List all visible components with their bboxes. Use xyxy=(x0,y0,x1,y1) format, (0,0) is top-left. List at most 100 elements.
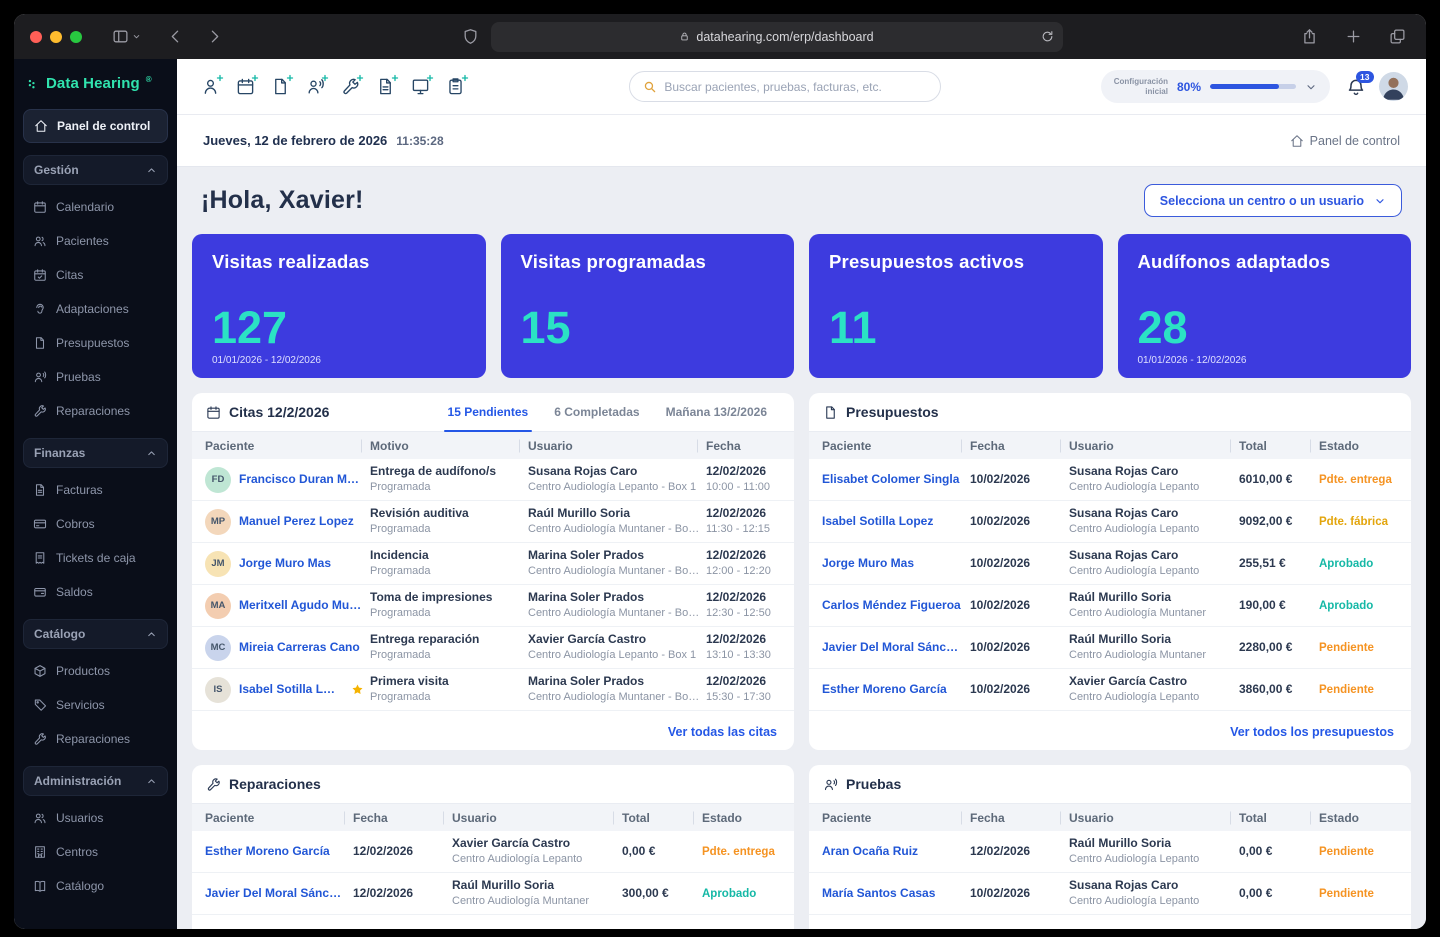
table-row[interactable]: Jorge Muro Mas 10/02/2026 Susana Rojas C… xyxy=(809,543,1411,585)
tab-pendientes[interactable]: 15 Pendientes xyxy=(435,393,542,432)
patient-link[interactable]: Mireia Carreras Cano xyxy=(239,640,360,655)
kpi-visitas-programadas[interactable]: Visitas programadas 15 xyxy=(500,234,794,378)
tab-completadas[interactable]: 6 Completadas xyxy=(541,393,652,431)
tab-overview-button[interactable] xyxy=(1385,24,1410,49)
setup-progress-percent: 80% xyxy=(1176,79,1201,94)
add-repair-button[interactable] xyxy=(335,72,365,102)
sidebar-item-cobros[interactable]: Cobros xyxy=(23,509,168,539)
table-row[interactable]: Carlos Méndez Figueroa 10/02/2026 Raúl M… xyxy=(809,585,1411,627)
sidebar-section-gestion[interactable]: Gestión xyxy=(23,155,168,185)
sidebar-item-reparaciones[interactable]: Reparaciones xyxy=(23,396,168,426)
progress-fill xyxy=(1210,84,1279,89)
center-user-selector[interactable]: Selecciona un centro o un usuario xyxy=(1143,184,1402,217)
add-appointment-button[interactable] xyxy=(230,72,260,102)
add-task-button[interactable] xyxy=(440,72,470,102)
sidebar-item-adaptaciones[interactable]: Adaptaciones xyxy=(23,294,168,324)
table-row[interactable]: Esther Moreno García 10/02/2026 Xavier G… xyxy=(809,669,1411,711)
patient-link[interactable]: Francisco Duran Martín xyxy=(239,472,364,487)
date-bar: Jueves, 12 de febrero de 2026 11:35:28 P… xyxy=(177,115,1426,167)
table-row[interactable]: Isabel Sotilla Lopez 10/02/2026 Susana R… xyxy=(809,501,1411,543)
add-patient-button[interactable] xyxy=(195,72,225,102)
setup-progress[interactable]: Configuración inicial 80% xyxy=(1100,70,1330,103)
table-row[interactable]: Aran Ocaña Ruiz 12/02/2026 Raúl Murillo … xyxy=(809,831,1411,873)
table-row[interactable]: Javier Del Moral Sánchez 10/02/2026 Raúl… xyxy=(809,627,1411,669)
privacy-shield-icon[interactable] xyxy=(462,28,479,45)
patient-link[interactable]: Carlos Méndez Figueroa xyxy=(822,598,961,613)
patient-link[interactable]: Meritxell Agudo Muñoz xyxy=(239,598,364,613)
add-cash-ticket-button[interactable] xyxy=(405,72,435,102)
sidebar-section-finanzas[interactable]: Finanzas xyxy=(23,438,168,468)
add-budget-button[interactable] xyxy=(265,72,295,102)
new-tab-button[interactable] xyxy=(1341,24,1366,49)
patient-link[interactable]: Jorge Muro Mas xyxy=(239,556,332,571)
kpi-presupuestos-activos[interactable]: Presupuestos activos 11 xyxy=(809,234,1103,378)
sidebar-item-reparaciones-catalogo[interactable]: Reparaciones xyxy=(23,724,168,754)
kpi-audifonos-adaptados[interactable]: Audífonos adaptados 28 01/01/2026 - 12/0… xyxy=(1117,234,1411,378)
search-bar[interactable] xyxy=(629,71,942,102)
sidebar-item-tickets-de-caja[interactable]: Tickets de caja xyxy=(23,543,168,573)
sidebar-section-catalogo[interactable]: Catálogo xyxy=(23,619,168,649)
table-row[interactable]: IS Isabel Sotilla Lopez Primera visita Pro… xyxy=(192,669,794,711)
add-test-button[interactable] xyxy=(300,72,330,102)
reload-button[interactable] xyxy=(1041,30,1054,43)
patient-link[interactable]: Manuel Perez Lopez xyxy=(239,514,354,529)
notifications-button[interactable]: 13 xyxy=(1346,70,1374,97)
patient-link[interactable]: Esther Moreno García xyxy=(205,844,330,859)
view-all-citas-link[interactable]: Ver todas las citas xyxy=(667,724,777,739)
sidebar-item-usuarios[interactable]: Usuarios xyxy=(23,803,168,833)
patient-link[interactable]: Isabel Sotilla Lopez xyxy=(239,682,340,697)
patient-link[interactable]: Esther Moreno García xyxy=(822,682,947,697)
sidebar-item-saldos[interactable]: Saldos xyxy=(23,577,168,607)
sidebar-item-pruebas[interactable]: Pruebas xyxy=(23,362,168,392)
sidebar-section-administracion[interactable]: Administración xyxy=(23,766,168,796)
share-button[interactable] xyxy=(1297,24,1322,49)
tab-manana[interactable]: Mañana 13/2/2026 xyxy=(653,393,780,431)
table-row[interactable]: Javier Del Moral Sánchez 12/02/2026 Raúl… xyxy=(192,873,794,915)
document-icon xyxy=(823,405,838,420)
url-text: datahearing.com/erp/dashboard xyxy=(696,29,874,44)
sidebar-item-presupuestos[interactable]: Presupuestos xyxy=(23,328,168,358)
patient-link[interactable]: Jorge Muro Mas xyxy=(822,556,915,571)
sidebar-item-panel-de-control[interactable]: Panel de control xyxy=(23,109,168,143)
minimize-window-button[interactable] xyxy=(50,30,62,43)
breadcrumb[interactable]: Panel de control xyxy=(1290,134,1400,148)
view-all-presupuestos-link[interactable]: Ver todos los presupuestos xyxy=(1230,724,1394,739)
table-row[interactable]: MP Manuel Perez Lopez Revisión auditiva Pr… xyxy=(192,501,794,543)
add-invoice-button[interactable] xyxy=(370,72,400,102)
sidebar-toggle-button[interactable] xyxy=(108,24,145,49)
patient-link[interactable]: Javier Del Moral Sánchez xyxy=(822,640,967,655)
patient-link[interactable]: Elisabet Colomer Singla xyxy=(822,472,960,487)
sidebar-item-citas[interactable]: Citas xyxy=(23,260,168,290)
sidebar-item-facturas[interactable]: Facturas xyxy=(23,475,168,505)
patient-link[interactable]: Aran Ocaña Ruiz xyxy=(822,844,919,859)
table-row[interactable]: MA Meritxell Agudo Muñoz Toma de impresio… xyxy=(192,585,794,627)
table-row[interactable]: FD Francisco Duran Martín Entrega de audí… xyxy=(192,459,794,501)
sidebar-item-calendario[interactable]: Calendario xyxy=(23,192,168,222)
patient-link[interactable]: Isabel Sotilla Lopez xyxy=(822,514,934,529)
kpi-visitas-realizadas[interactable]: Visitas realizadas 127 01/01/2026 - 12/0… xyxy=(192,234,486,378)
forward-button[interactable] xyxy=(202,24,227,49)
patient-link[interactable]: Javier Del Moral Sánchez xyxy=(205,886,350,901)
search-input[interactable] xyxy=(664,79,928,94)
table-row[interactable]: JM Jorge Muro Mas Incidencia Programada Ma… xyxy=(192,543,794,585)
tag-icon xyxy=(33,698,47,712)
building-icon xyxy=(33,845,47,859)
table-row[interactable]: MC Mireia Carreras Cano Entrega reparació… xyxy=(192,627,794,669)
sidebar-item-servicios[interactable]: Servicios xyxy=(23,690,168,720)
address-bar[interactable]: datahearing.com/erp/dashboard xyxy=(490,21,1063,52)
back-button[interactable] xyxy=(163,24,188,49)
user-avatar[interactable] xyxy=(1379,72,1408,101)
table-row[interactable]: María Santos Casas 10/02/2026 Susana Roj… xyxy=(809,873,1411,915)
sidebar-item-centros[interactable]: Centros xyxy=(23,837,168,867)
sidebar-item-catalogo-admin[interactable]: Catálogo xyxy=(23,871,168,901)
logo[interactable]: Data Hearing ® xyxy=(23,71,168,107)
sidebar-item-productos[interactable]: Productos xyxy=(23,656,168,686)
table-row[interactable]: Esther Moreno García 12/02/2026 Xavier G… xyxy=(192,831,794,873)
close-window-button[interactable] xyxy=(30,30,42,43)
logo-trademark: ® xyxy=(145,75,152,84)
search-icon xyxy=(643,80,656,93)
sidebar-item-pacientes[interactable]: Pacientes xyxy=(23,226,168,256)
patient-link[interactable]: María Santos Casas xyxy=(822,886,936,901)
fullscreen-window-button[interactable] xyxy=(70,30,82,43)
table-row[interactable]: Elisabet Colomer Singla 10/02/2026 Susan… xyxy=(809,459,1411,501)
